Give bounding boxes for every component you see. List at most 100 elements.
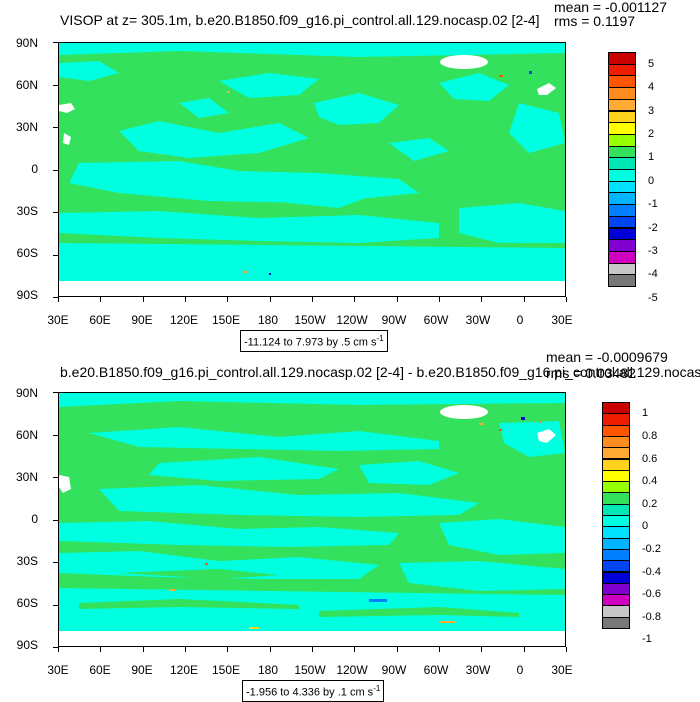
colorbar-label: 5 bbox=[648, 57, 655, 70]
panel1-iceland bbox=[537, 83, 556, 95]
p2-ylabel-0: 0 bbox=[31, 512, 38, 526]
colorbar-label: 0.4 bbox=[642, 475, 658, 488]
colorbar-label: -4 bbox=[648, 268, 658, 281]
x-tick bbox=[185, 647, 186, 652]
x-tick bbox=[524, 647, 525, 652]
p2-ylabel-30n: 30N bbox=[15, 470, 38, 484]
colorbar-label: 3 bbox=[648, 104, 655, 117]
colorbar-label: 0 bbox=[642, 520, 649, 533]
colorbar-label: -0.8 bbox=[642, 610, 661, 623]
panel1-contour-range: -11.124 to 7.973 by .5 cm s-1 bbox=[240, 330, 388, 352]
x-tick bbox=[439, 297, 440, 302]
y-tick bbox=[53, 127, 58, 128]
p2-ylabel-90n: 90N bbox=[15, 386, 38, 400]
p1-ylabel-30s: 30S bbox=[16, 204, 38, 218]
p1-xlabel-90w: 90W bbox=[381, 313, 407, 327]
colorbar-label: 4 bbox=[648, 81, 655, 94]
p1-ylabel-60n: 60N bbox=[15, 78, 38, 92]
panel2-contour-range: -1.956 to 4.336 by .1 cm s-1 bbox=[242, 680, 385, 702]
x-tick bbox=[185, 297, 186, 302]
p2-xlabel-150w: 150W bbox=[294, 663, 326, 677]
x-tick bbox=[397, 647, 398, 652]
p2-ylabel-60s: 60S bbox=[16, 596, 38, 610]
p2-xlabel-180: 180 bbox=[257, 663, 279, 677]
p2-xlabel-150e: 150E bbox=[211, 663, 241, 677]
panel2-antarctica bbox=[59, 631, 565, 646]
p2-xlabel-60e: 60E bbox=[89, 663, 111, 677]
x-tick bbox=[143, 297, 144, 302]
colorbar-swatch bbox=[608, 274, 636, 287]
x-tick bbox=[100, 297, 101, 302]
colorbar-label: 0.2 bbox=[642, 497, 658, 510]
p2-xlabel-120w: 120W bbox=[336, 663, 368, 677]
x-tick bbox=[58, 647, 59, 652]
y-tick bbox=[53, 392, 58, 393]
x-tick bbox=[566, 297, 567, 302]
p1-xlabel-180: 180 bbox=[257, 313, 279, 327]
panel2-contour-range-text: -1.956 to 4.336 by .1 cm s bbox=[246, 686, 374, 699]
p1-xlabel-30e: 30E bbox=[47, 313, 69, 327]
panel1-island-sw bbox=[63, 133, 71, 145]
p1-xlabel-90e: 90E bbox=[131, 313, 153, 327]
panel2-contour-range-sup: -1 bbox=[373, 684, 381, 693]
panel2-map-canvas bbox=[59, 393, 565, 646]
colorbar-label: -0.6 bbox=[642, 588, 661, 601]
colorbar-swatch bbox=[602, 616, 630, 629]
colorbar-label: -0.2 bbox=[642, 542, 661, 555]
p1-xlabel-0: 0 bbox=[516, 313, 524, 327]
colorbar-label: -1 bbox=[642, 633, 652, 646]
panel1-title: VISOP at z= 305.1m, b.e20.B1850.f09_g16.… bbox=[60, 12, 540, 28]
panel1-map-canvas bbox=[59, 43, 565, 296]
panel1-speckles bbox=[227, 71, 532, 275]
p2-xlabel-0: 0 bbox=[516, 663, 524, 677]
p1-xlabel-60e: 60E bbox=[89, 313, 111, 327]
x-tick bbox=[227, 647, 228, 652]
panel2-title: b.e20.B1850.f09_g16.pi_control.all.129.n… bbox=[60, 364, 700, 380]
p2-xlabel-120e: 120E bbox=[169, 663, 199, 677]
x-tick bbox=[312, 647, 313, 652]
x-tick bbox=[397, 297, 398, 302]
colorbar-label: 0.6 bbox=[642, 452, 658, 465]
colorbar-label: 1 bbox=[648, 151, 655, 164]
panel1-island-west bbox=[59, 103, 75, 113]
panel1-rms: rms = 0.1197 bbox=[554, 13, 636, 29]
p2-ylabel-30s: 30S bbox=[16, 554, 38, 568]
panel1-mean: mean = -0.001127 bbox=[554, 0, 667, 15]
y-tick bbox=[53, 477, 58, 478]
colorbar-label: -5 bbox=[648, 291, 658, 304]
panel2-map bbox=[58, 392, 566, 647]
x-tick bbox=[354, 297, 355, 302]
y-tick bbox=[53, 647, 58, 648]
p2-xlabel-90e: 90E bbox=[131, 663, 153, 677]
x-tick bbox=[439, 647, 440, 652]
panel1-negative-regions bbox=[59, 43, 565, 281]
p1-xlabel-60w: 60W bbox=[423, 313, 449, 327]
x-tick bbox=[524, 297, 525, 302]
y-tick bbox=[53, 85, 58, 86]
panel2-negative-regions bbox=[59, 393, 565, 631]
y-tick bbox=[53, 42, 58, 43]
p2-xlabel-30e-end: 30E bbox=[551, 663, 573, 677]
y-tick bbox=[53, 255, 58, 256]
p1-ylabel-0: 0 bbox=[31, 162, 38, 176]
panel1-contour-range-text: -11.124 to 7.973 by .5 cm s bbox=[244, 336, 377, 349]
colorbar-label: -1 bbox=[648, 198, 658, 211]
panel2-positive-streaks bbox=[79, 569, 519, 617]
p1-ylabel-30n: 30N bbox=[15, 120, 38, 134]
panel2-mean: mean = -0.0009679 bbox=[546, 349, 668, 365]
colorbar-label: -0.4 bbox=[642, 565, 661, 578]
x-tick bbox=[481, 297, 482, 302]
x-tick bbox=[312, 297, 313, 302]
colorbar-label: 1 bbox=[642, 407, 649, 420]
p2-xlabel-30e: 30E bbox=[47, 663, 69, 677]
p2-xlabel-60w: 60W bbox=[423, 663, 449, 677]
p1-ylabel-90n: 90N bbox=[15, 36, 38, 50]
p2-ylabel-90s: 90S bbox=[16, 638, 38, 652]
y-tick bbox=[53, 297, 58, 298]
p1-xlabel-150e: 150E bbox=[211, 313, 241, 327]
p1-xlabel-120e: 120E bbox=[169, 313, 199, 327]
y-tick bbox=[53, 435, 58, 436]
p1-xlabel-120w: 120W bbox=[336, 313, 368, 327]
p2-xlabel-90w: 90W bbox=[381, 663, 407, 677]
colorbar-label: 0.8 bbox=[642, 429, 658, 442]
